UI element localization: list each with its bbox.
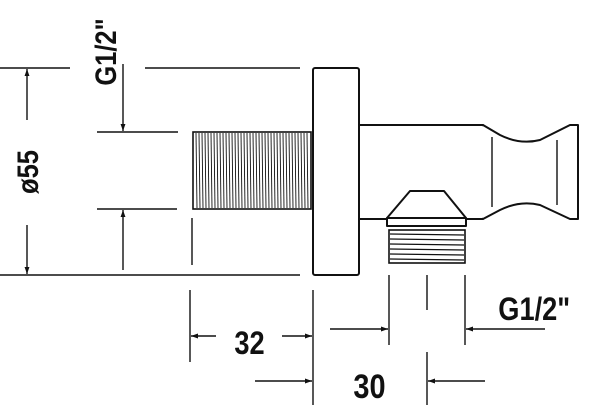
thread-line — [228, 132, 231, 209]
thread-line — [285, 132, 288, 209]
thread-line — [297, 132, 300, 209]
thread-line — [291, 132, 294, 209]
thread-line — [282, 132, 285, 209]
thread-line — [213, 132, 216, 209]
thread-line — [288, 132, 291, 209]
inlet-length-label: 32 — [234, 326, 264, 362]
inlet-length-dimension: 32 — [189, 290, 314, 405]
thread-line — [243, 132, 246, 209]
wall-flange — [312, 67, 360, 276]
thread-line — [231, 132, 234, 209]
thread-line — [279, 132, 282, 209]
thread-line — [195, 132, 198, 209]
reference-lines — [0, 67, 300, 276]
thread-line — [389, 248, 465, 251]
thread-line — [294, 132, 297, 209]
thread-line — [201, 132, 204, 209]
thread-line — [207, 132, 210, 209]
thread-line — [234, 132, 237, 209]
thread-line — [237, 132, 240, 209]
thread-line — [389, 233, 465, 236]
thread-line — [210, 132, 213, 209]
diameter-dimension: ø55 — [11, 69, 44, 274]
thread-line — [267, 132, 270, 209]
thread-line — [270, 132, 273, 209]
thread-line — [240, 132, 243, 209]
thread-line — [273, 132, 276, 209]
thread-line — [389, 258, 465, 261]
thread-line — [306, 132, 309, 209]
thread-line — [252, 132, 255, 209]
outlet-thread — [388, 229, 466, 264]
thread-line — [219, 132, 222, 209]
thread-line — [303, 132, 306, 209]
thread-line — [389, 238, 465, 241]
thread-line — [255, 132, 258, 209]
outlet-nut — [386, 190, 467, 227]
thread-line — [249, 132, 252, 209]
outlet-offset-dimension: 30 — [255, 352, 485, 406]
thread-line — [222, 132, 225, 209]
outlet-thread-label: G1/2" — [498, 292, 570, 328]
thread-line — [389, 253, 465, 256]
thread-line — [300, 132, 303, 209]
inlet-thread-label: G1/2" — [89, 18, 122, 85]
thread-line — [204, 132, 207, 209]
thread-line — [261, 132, 264, 209]
thread-line — [276, 132, 279, 209]
valve-body — [358, 124, 579, 220]
inlet-thread-dimension: G1/2" — [89, 18, 126, 270]
thread-line — [225, 132, 228, 209]
inlet-thread — [192, 131, 312, 210]
thread-line — [389, 243, 465, 246]
thread-line — [246, 132, 249, 209]
thread-line — [264, 132, 267, 209]
diameter-label: ø55 — [11, 150, 44, 194]
outlet-thread-dimension: G1/2" — [330, 275, 570, 345]
thread-line — [198, 132, 201, 209]
outlet-offset-label: 30 — [353, 367, 385, 406]
thread-line — [258, 132, 261, 209]
thread-line — [216, 132, 219, 209]
